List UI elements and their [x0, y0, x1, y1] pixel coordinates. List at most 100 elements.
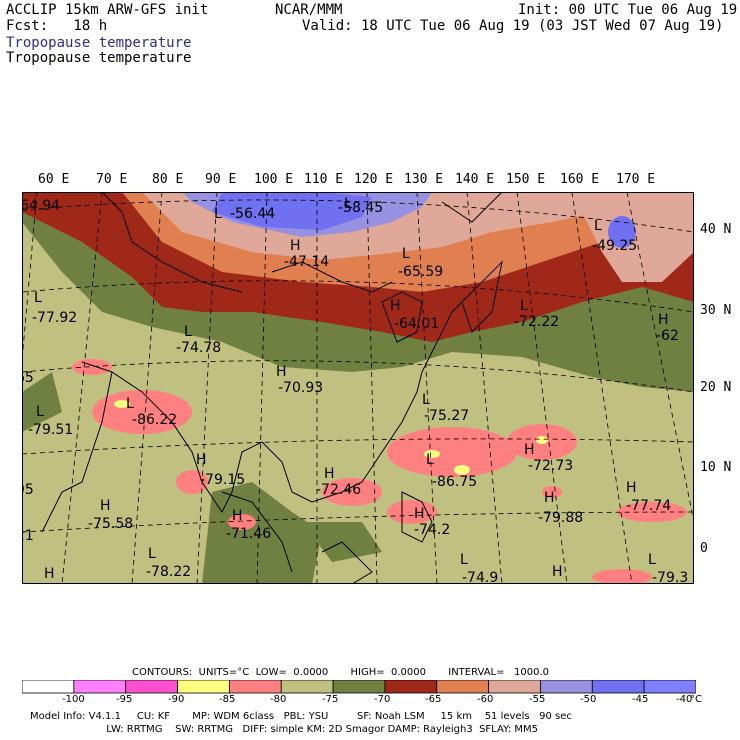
- lat-label: 20 N: [700, 380, 732, 395]
- colorbar-swatch: [73, 680, 127, 694]
- forecast-hour: Fcst: 18 h: [6, 18, 108, 34]
- extremum-kind: H: [276, 364, 287, 380]
- extremum-value: 65: [22, 370, 34, 386]
- extremum-kind: H: [196, 452, 207, 468]
- colorbar-label: -85: [219, 694, 236, 705]
- extremum-value: -62: [656, 328, 679, 344]
- extremum-value: 95: [22, 482, 34, 498]
- colorbar-swatch: [228, 680, 282, 694]
- colorbar-label: -60: [477, 694, 494, 705]
- extremum-value: 64.94: [22, 198, 60, 214]
- lat-label: 40 N: [700, 222, 732, 237]
- extremum-kind: L: [594, 218, 602, 234]
- lon-label: 130 E: [404, 172, 444, 187]
- lon-label: 120 E: [354, 172, 394, 187]
- lon-label: 100 E: [254, 172, 294, 187]
- extremum-value: -79.3: [652, 570, 688, 584]
- extremum-value: -58.45: [338, 200, 383, 216]
- extremum-kind: L: [148, 546, 156, 562]
- lon-label: 70 E: [96, 172, 128, 187]
- colorbar-label: -50: [580, 694, 597, 705]
- model-info-line1: Model Info: V4.1.1 CU: KF MP: WDM 6class…: [30, 711, 572, 722]
- extremum-kind: H: [232, 508, 243, 524]
- extremum-value: -86.22: [132, 412, 177, 428]
- lon-label: 80 E: [152, 172, 184, 187]
- extremum-value: -79.51: [28, 422, 73, 438]
- extremum-kind: H: [552, 564, 563, 580]
- colorbar-swatch: [384, 680, 438, 694]
- lon-label: 90 E: [205, 172, 237, 187]
- lon-label: 60 E: [38, 172, 70, 187]
- extremum-value: -86.75: [432, 474, 477, 490]
- extremum-value: -75.58: [88, 516, 133, 532]
- extremum-value: -47.14: [284, 254, 329, 270]
- extremum-value: -79.15: [200, 472, 245, 488]
- colorbar-swatch: [177, 680, 230, 694]
- extremum-kind: H: [414, 506, 425, 522]
- colorbar-label: -75: [322, 694, 339, 705]
- extremum-value: -72.46: [316, 482, 361, 498]
- extremum-value: -77.74: [626, 498, 671, 514]
- field-patch-blue: [608, 216, 636, 248]
- extremum-kind: H: [100, 498, 111, 514]
- colorbar-swatch: [332, 680, 386, 694]
- colorbar-label: -65: [425, 694, 442, 705]
- extremum-value: -65.59: [398, 264, 443, 280]
- map-frame: [22, 192, 694, 584]
- extremum-kind: L: [460, 552, 468, 568]
- model-title: ACCLIP 15km ARW-GFS init: [6, 2, 209, 18]
- tropopause-temperature-map: L -56.44 L -58.45 H -47.14 L -65.59 H -6…: [22, 192, 694, 584]
- extremum-kind: L: [36, 404, 44, 420]
- extremum-kind: L: [402, 246, 410, 262]
- field-patch-olive: [22, 372, 62, 432]
- extremum-kind: L: [34, 290, 42, 306]
- extremum-value: -72.22: [514, 314, 559, 330]
- lon-label: 150 E: [506, 172, 546, 187]
- extremum-kind: L: [426, 452, 434, 468]
- extremum-kind: L: [648, 552, 656, 568]
- very-cold-cores: [114, 400, 548, 475]
- extremum-value: -49.25: [592, 238, 637, 254]
- lat-label: 30 N: [700, 303, 732, 318]
- colorbar-swatch: [643, 680, 696, 694]
- colorbar-label: -80: [270, 694, 287, 705]
- colorbar-swatch: [280, 680, 334, 694]
- extremum-kind: H: [524, 442, 535, 458]
- lon-label: 140 E: [455, 172, 495, 187]
- extremum-kind: H: [544, 490, 555, 506]
- colorbar-label: -90: [168, 694, 185, 705]
- colorbar-label: -100: [62, 694, 85, 705]
- extremum-value: 21: [22, 528, 34, 544]
- colorbar-title: CONTOURS: UNITS=°C LOW= 0.0000 HIGH= 0.0…: [132, 667, 550, 678]
- extremum-kind: H: [658, 312, 669, 328]
- extremum-kind: L: [184, 324, 192, 340]
- extremum-value: -56.44: [230, 206, 275, 222]
- extremum-value: -74.2: [414, 522, 450, 538]
- colorbar-label: -45: [632, 694, 649, 705]
- coastlines: [41, 192, 503, 584]
- colorbar-label: -55: [529, 694, 546, 705]
- field-title-2: Tropopause temperature: [6, 50, 192, 66]
- colorbar-swatch: [436, 680, 490, 694]
- graticule: [22, 192, 694, 584]
- extremum-value: -72.73: [528, 458, 573, 474]
- extremum-kind: L: [214, 206, 222, 222]
- extremum-value: -71.46: [226, 526, 271, 542]
- extremum-value: -64.01: [394, 316, 439, 332]
- init-time: Init: 00 UTC Tue 06 Aug 19: [518, 2, 738, 18]
- colorbar-label: -95: [116, 694, 133, 705]
- lat-label: 10 N: [700, 460, 732, 475]
- extremum-value: -70.93: [278, 380, 323, 396]
- extremum-kind: H: [324, 466, 335, 482]
- extremum-value: -77.92: [32, 310, 77, 326]
- colorbar-swatch: [540, 680, 593, 694]
- extremum-value: -78.22: [146, 564, 191, 580]
- extremum-kind: H: [44, 566, 55, 582]
- organization: NCAR/MMM: [275, 2, 343, 18]
- lon-label: 110 E: [304, 172, 344, 187]
- valid-time: Valid: 18 UTC Tue 06 Aug 19 (03 JST Wed …: [302, 18, 724, 34]
- colorbar-swatch: [125, 680, 178, 694]
- lat-label: 0: [700, 541, 708, 556]
- extremum-value: -75.27: [424, 408, 469, 424]
- colorbar-label: -70: [374, 694, 391, 705]
